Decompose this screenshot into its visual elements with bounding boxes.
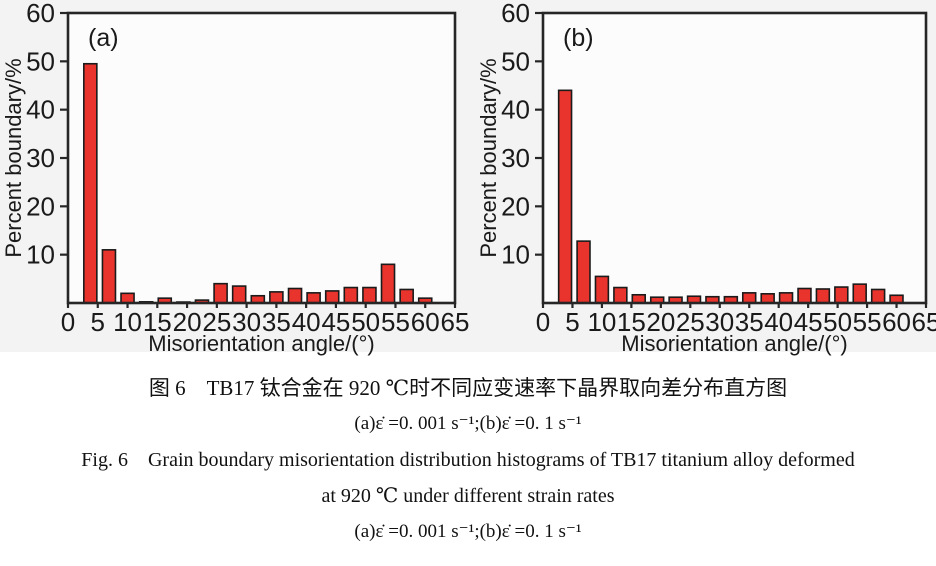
x-tick-label: 10 <box>587 307 616 337</box>
y-tick-label: 50 <box>26 46 55 76</box>
y-tick-label: 10 <box>501 240 530 270</box>
x-tick-label: 40 <box>292 307 321 337</box>
x-tick-label: 10 <box>113 307 142 337</box>
bar <box>576 240 591 304</box>
bar <box>362 286 377 304</box>
x-tick-label: 65 <box>912 307 936 337</box>
bar <box>870 288 886 304</box>
bar <box>594 275 610 304</box>
bar <box>306 292 321 304</box>
bar <box>834 286 849 304</box>
x-tick-label: 20 <box>646 307 675 337</box>
y-tick-label: 40 <box>26 95 55 125</box>
bar <box>324 290 340 304</box>
bar <box>852 283 867 304</box>
bar <box>120 292 135 304</box>
plot-background <box>543 13 926 303</box>
bar <box>101 249 117 304</box>
plot-background <box>68 13 455 303</box>
y-tick-label: 10 <box>26 240 55 270</box>
bar <box>741 292 757 304</box>
x-tick-label: 5 <box>91 307 105 337</box>
bar <box>287 287 303 304</box>
x-tick-label: 50 <box>351 307 380 337</box>
x-tick-label: 20 <box>173 307 202 337</box>
y-tick-label: 20 <box>501 191 530 221</box>
x-tick-label: 60 <box>411 307 440 337</box>
x-tick-label: 50 <box>823 307 852 337</box>
panel-label: (a) <box>88 24 119 52</box>
y-tick-label: 60 <box>26 0 55 28</box>
x-tick-label: 30 <box>705 307 734 337</box>
y-tick-label: 30 <box>501 143 530 173</box>
bar <box>380 263 396 304</box>
caption-en-line2: at 920 ℃ under different strain rates <box>321 485 615 507</box>
panel-label: (b) <box>563 24 594 52</box>
y-axis-title: Percent boundary/% <box>1 58 26 257</box>
bar <box>269 291 284 304</box>
x-tick-label: 15 <box>143 307 172 337</box>
x-tick-label: 45 <box>321 307 350 337</box>
x-axis-title: Misorientation angle/(°) <box>621 331 847 356</box>
figure-panels: 10 20 30 40 50 60 0 5 10 15 20 25 30 35 40 45 50 55 60 65 Mi… <box>0 0 936 356</box>
y-tick-label: 20 <box>26 191 55 221</box>
bar <box>815 288 831 304</box>
x-tick-label: 40 <box>764 307 793 337</box>
caption-en-line1: Fig. 6 Grain boundary misorientation dis… <box>81 449 855 471</box>
bar <box>213 282 228 304</box>
x-tick-label: 5 <box>565 307 579 337</box>
x-tick-label: 25 <box>202 307 231 337</box>
bar <box>83 62 98 304</box>
x-tick-label: 30 <box>232 307 261 337</box>
x-tick-label: 0 <box>61 307 75 337</box>
bar <box>778 292 794 304</box>
x-tick-label: 55 <box>381 307 410 337</box>
caption-zh-sub: (a)ε̇ =0. 001 s⁻¹;(b)ε̇ =0. 1 s⁻¹ <box>354 413 582 434</box>
figure-caption: 图 6 TB17 钛合金在 920 ℃时不同应变速率下晶界取向差分布直方图 (a… <box>0 352 936 550</box>
y-tick-label: 30 <box>26 143 55 173</box>
y-tick-label: 50 <box>501 46 530 76</box>
x-tick-label: 15 <box>617 307 646 337</box>
caption-zh-title: 图 6 TB17 钛合金在 920 ℃时不同应变速率下晶界取向差分布直方图 <box>148 376 788 400</box>
x-axis-title: Misorientation angle/(°) <box>148 331 374 356</box>
bar <box>399 288 414 304</box>
x-tick-label: 35 <box>735 307 764 337</box>
bar <box>557 89 573 304</box>
bar <box>613 286 628 304</box>
y-axis-title: Percent boundary/% <box>476 58 501 257</box>
bar <box>343 286 359 304</box>
caption-en-sub: (a)ε̇ =0. 001 s⁻¹;(b)ε̇ =0. 1 s⁻¹ <box>354 521 582 542</box>
y-tick-label: 60 <box>501 0 530 28</box>
bar <box>231 285 247 304</box>
x-tick-label: 55 <box>853 307 882 337</box>
y-tick-label: 40 <box>501 95 530 125</box>
bar <box>797 287 812 304</box>
x-tick-label: 35 <box>262 307 291 337</box>
x-tick-label: 65 <box>441 307 470 337</box>
x-tick-label: 25 <box>676 307 705 337</box>
x-tick-label: 45 <box>794 307 823 337</box>
x-tick-label: 0 <box>536 307 550 337</box>
x-tick-label: 60 <box>882 307 911 337</box>
bar <box>760 293 775 304</box>
